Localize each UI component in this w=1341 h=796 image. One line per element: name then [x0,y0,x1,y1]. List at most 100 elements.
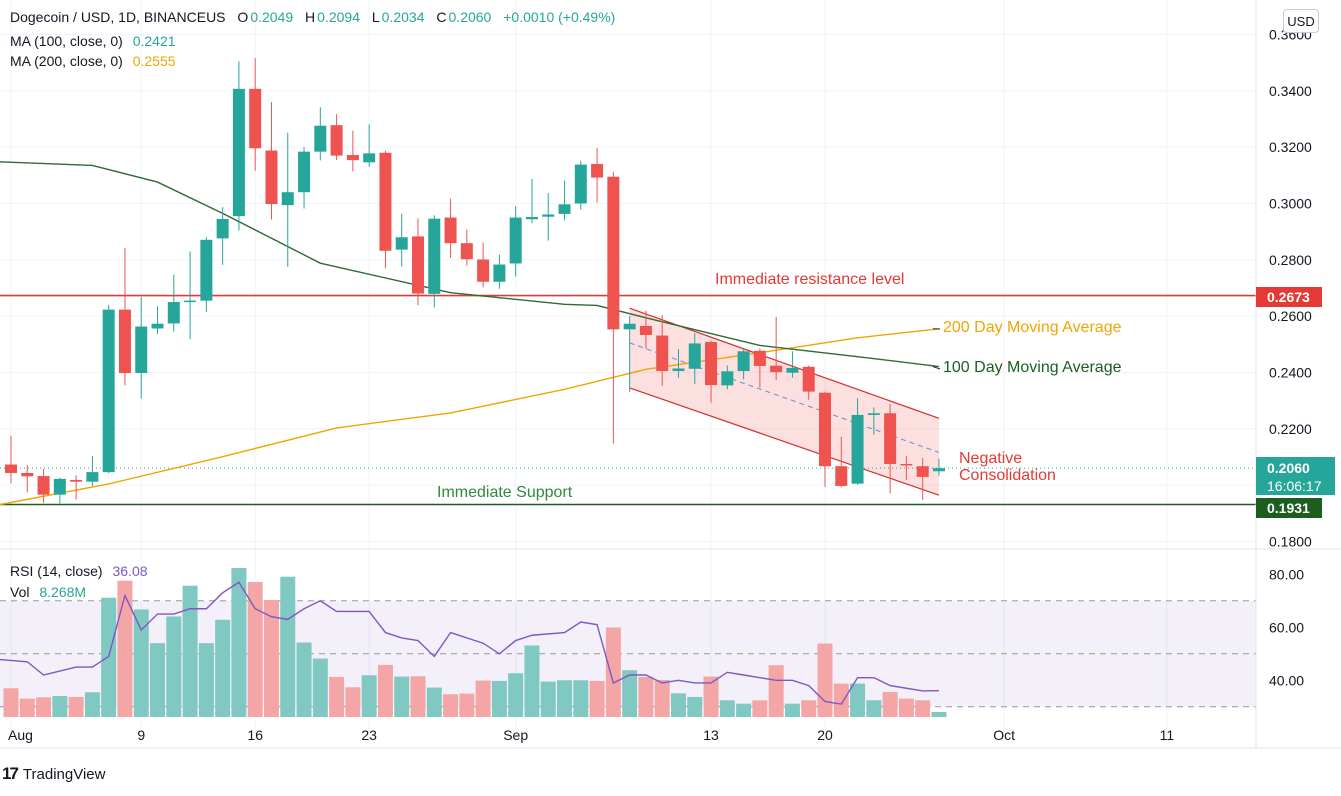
candle [265,102,278,220]
candle-body [867,413,880,415]
candle [916,458,929,501]
tradingview-brand[interactable]: 17 TradingView [2,764,105,784]
high-label: H [305,9,316,25]
volume-bar [719,700,735,717]
candle-body [753,350,766,366]
time-tick-label: 9 [137,727,145,743]
candle-body [379,152,392,251]
close-label: C [436,9,447,25]
candle [819,391,831,488]
volume-bar [491,680,507,717]
price-tick-label: 0.3200 [1269,139,1312,155]
candle-body [477,259,490,282]
volume-bar [377,664,393,717]
volume-bar [703,676,719,717]
candle-body [819,392,831,467]
candle-body [916,466,929,477]
candle-body [493,264,506,282]
volume-bar [654,679,670,717]
high-value: 0.2094 [317,9,360,25]
volume-bar [36,697,52,717]
candle [639,310,652,349]
volume-bar [508,673,524,717]
candle [216,207,229,265]
volume-bar [3,688,19,717]
volume-bar [866,700,882,717]
time-tick-label: 20 [817,727,833,743]
volume-bar [182,585,198,717]
candle-body [574,164,587,204]
candle [330,114,343,161]
volume-bar [52,695,68,717]
candle-body [428,218,441,294]
symbol-title[interactable]: Dogecoin / USD, 1D, BINANCEUS [10,9,226,25]
rsi-line [0,581,939,705]
support-price-tag: 0.1931 [1256,498,1322,518]
candle [37,469,50,503]
low-value: 0.2034 [381,9,425,25]
rsi-tick-label: 60.00 [1269,619,1304,635]
candle [444,198,457,258]
ma200-legend[interactable]: MA (200, close, 0) 0.2555 [10,53,178,69]
candle-body [802,366,815,392]
volume-bar [198,643,214,717]
candle [346,130,359,172]
candle [184,251,197,340]
candle-body [151,323,164,329]
candle-body [509,217,522,264]
volume-bar [426,687,442,717]
candle [70,475,83,500]
candle [21,465,34,493]
volume-bar [589,680,605,717]
candle [802,365,815,400]
countdown-timer: 16:06:17 [1267,478,1322,494]
time-axis: Aug 9 16 23 Sep 13 20 Oct 11 [8,727,1174,743]
candle [509,206,522,277]
volume-bar [557,680,573,717]
candle-body [786,367,799,373]
ma100-pointer [932,366,941,370]
vol-legend[interactable]: Vol 8.268M [10,584,88,600]
negative-annotation: Negative [959,450,1023,467]
candle-body [525,216,538,220]
volume-bar [312,658,328,717]
volume-bar [329,676,345,717]
rsi-legend[interactable]: RSI (14, close) 36.08 [10,563,150,579]
candle-body [167,302,180,324]
candle [86,456,99,486]
vol-label: Vol [10,584,30,600]
volume-bar [817,643,833,717]
volume-bar [540,681,556,717]
volume-bar [394,676,410,717]
volume-bar [638,676,654,717]
candle [53,477,66,504]
volume-bar [247,582,263,717]
volume-bar [345,687,361,717]
candle [412,218,424,306]
candle-body [86,472,99,482]
candle [737,349,750,380]
volume-bar [19,698,35,717]
candle-body [21,472,34,477]
candle-body [851,414,864,484]
volume-bar [801,700,817,717]
price-tick-label: 0.2800 [1269,252,1312,268]
volume-bar [280,576,296,717]
candle-body [835,466,848,486]
candle [672,349,685,378]
volume-bar [736,703,752,717]
ma100-legend[interactable]: MA (100, close, 0) 0.2421 [10,33,178,49]
volume-bar [898,698,914,717]
time-tick-label: 16 [247,727,263,743]
currency-badge[interactable]: USD [1283,9,1319,33]
candle-body [656,335,669,372]
ma200-value: 0.2555 [132,53,176,69]
candle [705,340,718,403]
candle [118,247,131,386]
candle-body [314,125,327,152]
candle [786,351,799,378]
rsi-axis: 40.00 60.00 80.00 [1269,566,1304,688]
open-value: 0.2049 [250,9,294,25]
volume-bar [768,665,784,717]
